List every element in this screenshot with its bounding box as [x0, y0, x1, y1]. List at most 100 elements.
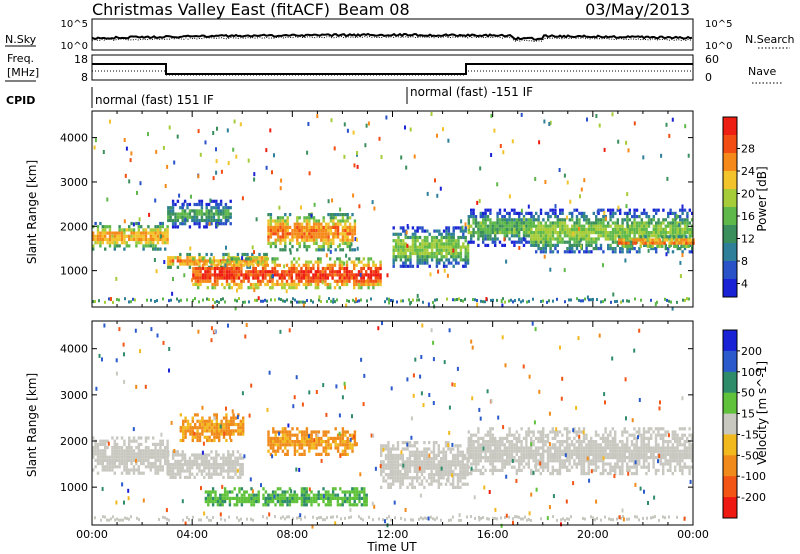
heatmap-cell [667, 215, 670, 219]
heatmap-cell [201, 429, 204, 433]
heatmap-cell [98, 299, 100, 303]
heatmap-cell [634, 238, 638, 242]
heatmap-cell [627, 244, 630, 248]
heatmap-cell [111, 455, 114, 459]
heatmap-cell [207, 202, 211, 207]
heatmap-cell [539, 459, 542, 463]
heatmap-cell [556, 468, 559, 472]
heatmap-cell [192, 257, 195, 261]
heatmap-cell [332, 238, 335, 242]
heatmap-cell [394, 473, 397, 477]
heatmap-cell [561, 208, 564, 212]
heatmap-cell [247, 257, 250, 261]
heatmap-cell [430, 479, 433, 483]
heatmap-cell [353, 266, 356, 271]
heatmap-cell [336, 245, 340, 249]
heatmap-cell [147, 132, 149, 137]
heatmap-cell [327, 241, 330, 245]
heatmap-cell [128, 228, 131, 232]
heatmap-cell [183, 209, 187, 213]
heatmap-cell [359, 272, 362, 277]
heatmap-cell [614, 300, 616, 304]
heatmap-cell [276, 229, 280, 233]
heatmap-cell [609, 243, 612, 247]
heatmap-cell [582, 433, 586, 437]
heatmap-cell [267, 433, 270, 437]
heatmap-cell [616, 243, 619, 247]
heatmap-cell [429, 272, 432, 277]
heatmap-cell [590, 221, 593, 225]
heatmap-cell [159, 442, 162, 446]
heatmap-cell [466, 463, 469, 467]
heatmap-cell [645, 224, 648, 228]
heatmap-cell [285, 270, 289, 274]
heatmap-cell [413, 460, 416, 464]
nave-series [92, 70, 693, 76]
heatmap-cell [247, 273, 250, 277]
heatmap-cell [308, 216, 311, 220]
heatmap-cell [498, 456, 502, 460]
heatmap-cell [303, 487, 306, 491]
heatmap-cell [513, 211, 516, 215]
heatmap-cell [142, 237, 145, 242]
heatmap-cell [520, 211, 523, 215]
heatmap-cell [198, 432, 202, 436]
heatmap-cell [163, 260, 166, 264]
heatmap-cell [191, 278, 194, 283]
heatmap-cell [269, 436, 273, 440]
heatmap-cell [135, 234, 138, 238]
heatmap-cell [582, 427, 586, 431]
heatmap-cell [276, 216, 280, 220]
heatmap-cell [262, 496, 265, 500]
heatmap-cell [171, 469, 175, 473]
heatmap-cell [447, 248, 451, 252]
heatmap-cell [142, 458, 145, 462]
heatmap-cell [135, 231, 138, 235]
heatmap-cell [590, 243, 593, 247]
heatmap-cell [284, 238, 287, 242]
heatmap-cell [406, 258, 410, 262]
heatmap-cell [341, 248, 345, 252]
heatmap-cell [111, 446, 114, 450]
heatmap-cell [209, 496, 212, 500]
heatmap-cell [262, 493, 265, 497]
heatmap-cell [308, 245, 311, 249]
heatmap-cell [182, 426, 185, 430]
heatmap-cell [466, 473, 469, 477]
heatmap-cell [237, 273, 241, 277]
heatmap-cell [622, 241, 626, 245]
heatmap-cell [472, 440, 475, 444]
heatmap-cell [191, 416, 194, 420]
heatmap-cell [408, 460, 412, 464]
heatmap-cell [508, 449, 511, 453]
heatmap-cell [271, 496, 275, 500]
heatmap-cell [570, 449, 574, 453]
heatmap-cell [420, 469, 424, 473]
heatmap-cell [118, 231, 121, 235]
heatmap-cell [233, 503, 236, 507]
heatmap-cell [113, 439, 116, 443]
heatmap-cell [167, 450, 170, 454]
heatmap-cell [101, 234, 104, 238]
heatmap-cell [416, 298, 418, 302]
nsky-tick-low: 10^0 [61, 41, 88, 52]
heatmap-cell [445, 248, 448, 252]
heatmap-cell [108, 468, 112, 472]
heatmap-cell [484, 433, 487, 437]
heatmap-cell [344, 213, 347, 217]
heatmap-cell [667, 247, 670, 251]
heatmap-cell [341, 260, 344, 264]
heatmap-cell [568, 468, 571, 472]
heatmap-cell [296, 216, 299, 220]
heatmap-cell [123, 462, 126, 466]
heatmap-cell [627, 148, 630, 153]
heatmap-cell [454, 245, 458, 249]
heatmap-cell [489, 237, 492, 241]
heatmap-cell [154, 247, 157, 251]
heatmap-cell [438, 245, 441, 249]
heatmap-cell [411, 476, 414, 480]
heatmap-cell [568, 436, 571, 440]
heatmap-cell [94, 442, 97, 446]
heatmap-cell [494, 465, 497, 469]
heatmap-cell [676, 234, 679, 238]
